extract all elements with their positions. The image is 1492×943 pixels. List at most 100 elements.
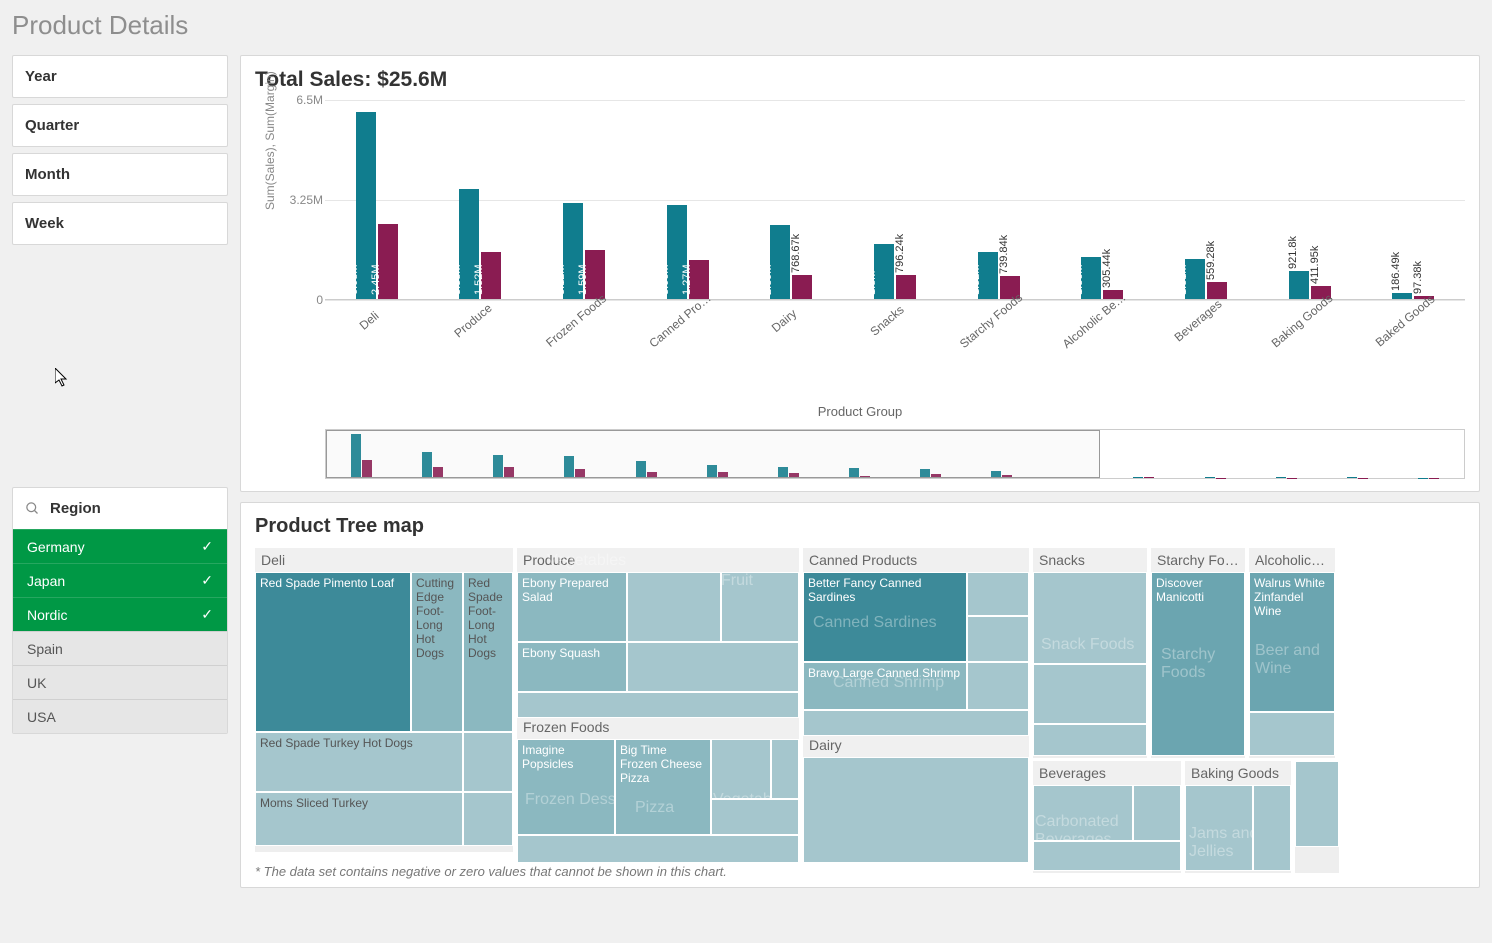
treemap-cell[interactable] — [627, 572, 721, 642]
bar-sales[interactable]: 1.8M — [874, 244, 894, 299]
search-icon — [25, 501, 40, 516]
treemap-cell[interactable] — [1033, 785, 1133, 841]
treemap-cell[interactable]: Imagine Popsicles — [517, 739, 615, 835]
region-item-nordic[interactable]: Nordic✓ — [13, 597, 227, 631]
treemap-group-header: Snacks — [1033, 548, 1147, 572]
treemap-cell[interactable] — [517, 835, 799, 863]
bar-group[interactable]: 3.12M1.59M — [532, 203, 636, 299]
treemap-cell[interactable] — [627, 642, 799, 692]
treemap-cell[interactable] — [721, 572, 799, 642]
treemap-cell[interactable] — [711, 799, 799, 835]
region-item-label: USA — [27, 709, 56, 725]
bar-value-label: 739.84k — [998, 235, 1010, 274]
treemap-group-body[interactable]: Better Fancy Canned SardinesCanned Sardi… — [803, 572, 1029, 729]
treemap-group-body[interactable]: Imagine PopsiclesFrozen DessertsBig Time… — [517, 739, 799, 858]
treemap-group-body[interactable]: Dairy — [803, 757, 1029, 858]
treemap-cell[interactable] — [1033, 724, 1147, 756]
bar-sales[interactable]: 1.36M — [1081, 257, 1101, 299]
filter-quarter[interactable]: Quarter — [12, 104, 228, 147]
bar-value-label: 411.95k — [1309, 246, 1321, 284]
y-tick: 0 — [316, 293, 323, 307]
treemap-cell[interactable] — [967, 572, 1029, 616]
bar-sales[interactable]: 921.8k — [1289, 271, 1309, 299]
treemap-cell[interactable]: Walrus White Zinfandel Wine — [1249, 572, 1335, 712]
treemap-cell[interactable]: Discover Manicotti — [1151, 572, 1245, 756]
bar-chart-title: Total Sales: $25.6M — [255, 68, 1465, 92]
treemap-cell[interactable] — [771, 739, 799, 799]
treemap-cell[interactable]: Red Spade Foot-Long Hot Dogs — [463, 572, 513, 732]
bar-value-label: 6.08M — [348, 264, 360, 295]
treemap-cell[interactable] — [1249, 712, 1335, 756]
treemap-cell[interactable] — [463, 732, 513, 792]
region-item-spain[interactable]: Spain✓ — [13, 631, 227, 665]
treemap-cell[interactable]: Ebony Squash — [517, 642, 627, 692]
treemap-cell[interactable]: Better Fancy Canned Sardines — [803, 572, 967, 662]
mini-range-selector[interactable] — [326, 430, 1100, 478]
bar-value-label: 97.38k — [1412, 261, 1424, 294]
bar-group[interactable]: 6.08M 2.45M — [325, 112, 429, 299]
bar-chart[interactable]: Sum(Sales), Sum(Margin) 03.25M6.5M 6.08M… — [285, 100, 1465, 400]
bar-sales[interactable]: 1.52M — [978, 252, 998, 299]
treemap-group-body[interactable]: Jams and Jellies — [1185, 785, 1291, 873]
treemap-cell[interactable] — [1295, 761, 1339, 847]
treemap-cell[interactable] — [1185, 785, 1253, 871]
treemap-group: Canned ProductsBetter Fancy Canned Sardi… — [803, 548, 1029, 729]
treemap-cell[interactable] — [517, 692, 799, 718]
mini-bar-group — [1251, 477, 1322, 478]
treemap-cell[interactable] — [1033, 841, 1181, 871]
treemap-cell[interactable]: Big Time Frozen Cheese Pizza — [615, 739, 711, 835]
treemap-cell[interactable] — [967, 662, 1029, 710]
treemap-cell[interactable]: Bravo Large Canned Shrimp — [803, 662, 967, 710]
treemap-cell[interactable]: Ebony Prepared Salad — [517, 572, 627, 642]
treemap-cell[interactable] — [1033, 664, 1147, 724]
bar-group[interactable]: 3.06M1.27M — [636, 205, 740, 299]
bar-group[interactable]: 3.58M1.52M — [429, 189, 533, 299]
filter-year[interactable]: Year — [12, 55, 228, 98]
treemap-group-body[interactable]: Discover ManicottiStarchy Foods — [1151, 572, 1245, 758]
treemap-group-body[interactable]: Walrus White Zinfandel WineBeer and Wine — [1249, 572, 1335, 758]
filter-month[interactable]: Month — [12, 153, 228, 196]
bar-value-label: 3.12M — [555, 264, 567, 295]
region-item-uk[interactable]: UK✓ — [13, 665, 227, 699]
bar-sales[interactable]: 186.49k — [1392, 293, 1412, 299]
bar-group[interactable]: 2.39M768.67k — [740, 225, 844, 299]
mini-bar-margin — [1144, 477, 1154, 478]
filter-week[interactable]: Week — [12, 202, 228, 245]
treemap-group-body[interactable]: Snack FoodsCandy — [1033, 572, 1147, 758]
region-header[interactable]: Region — [13, 488, 227, 529]
treemap-cell[interactable] — [967, 616, 1029, 662]
treemap-cell[interactable] — [803, 710, 1029, 736]
treemap-cell[interactable]: Cutting Edge Foot-Long Hot Dogs — [411, 572, 463, 732]
treemap-group-body[interactable] — [1295, 761, 1339, 873]
treemap-cell[interactable]: Red Spade Pimento Loaf — [255, 572, 411, 732]
treemap-group-body[interactable]: Ebony Prepared SaladFruitEbony SquashVeg… — [517, 572, 799, 711]
treemap-cell[interactable] — [803, 757, 1029, 863]
treemap-cell[interactable] — [1253, 785, 1291, 871]
treemap-group-header: Starchy Fo… — [1151, 548, 1245, 572]
bar-sales[interactable]: 2.39M — [770, 225, 790, 299]
mini-chart[interactable] — [325, 429, 1465, 479]
filter-sidebar: Year Quarter Month Week Region Germany✓Japa… — [12, 55, 228, 888]
bar-value-label: 1.31M — [1177, 264, 1189, 295]
treemap-group: BeveragesCarbonated Beverages — [1033, 761, 1181, 873]
bar-margin[interactable]: 2.45M — [378, 224, 398, 299]
region-item-japan[interactable]: Japan✓ — [13, 563, 227, 597]
treemap-cell[interactable] — [1033, 572, 1147, 664]
mini-bar-group — [1108, 477, 1179, 478]
treemap-title: Product Tree map — [255, 515, 1465, 538]
bar-value-label: 186.49k — [1390, 252, 1402, 291]
region-item-germany[interactable]: Germany✓ — [13, 529, 227, 563]
bar-group[interactable]: 1.8M796.24k — [843, 244, 947, 299]
bar-value-label: 1.8M — [866, 271, 878, 295]
bar-sales[interactable]: 1.31M — [1185, 259, 1205, 299]
treemap-cell[interactable]: Moms Sliced Turkey — [255, 792, 463, 846]
treemap-cell[interactable]: Red Spade Turkey Hot Dogs — [255, 732, 463, 792]
treemap-cell[interactable] — [463, 792, 513, 846]
treemap-group-body[interactable]: MeatRed Spade Pimento LoafCutting Edge F… — [255, 572, 513, 852]
treemap-cell[interactable] — [711, 739, 771, 799]
treemap-group-header: Canned Products — [803, 548, 1029, 572]
treemap-group-body[interactable]: Carbonated Beverages — [1033, 785, 1181, 873]
region-item-usa[interactable]: USA✓ — [13, 699, 227, 733]
bar-value-label: 768.67k — [790, 234, 802, 273]
treemap-cell[interactable] — [1133, 785, 1181, 841]
